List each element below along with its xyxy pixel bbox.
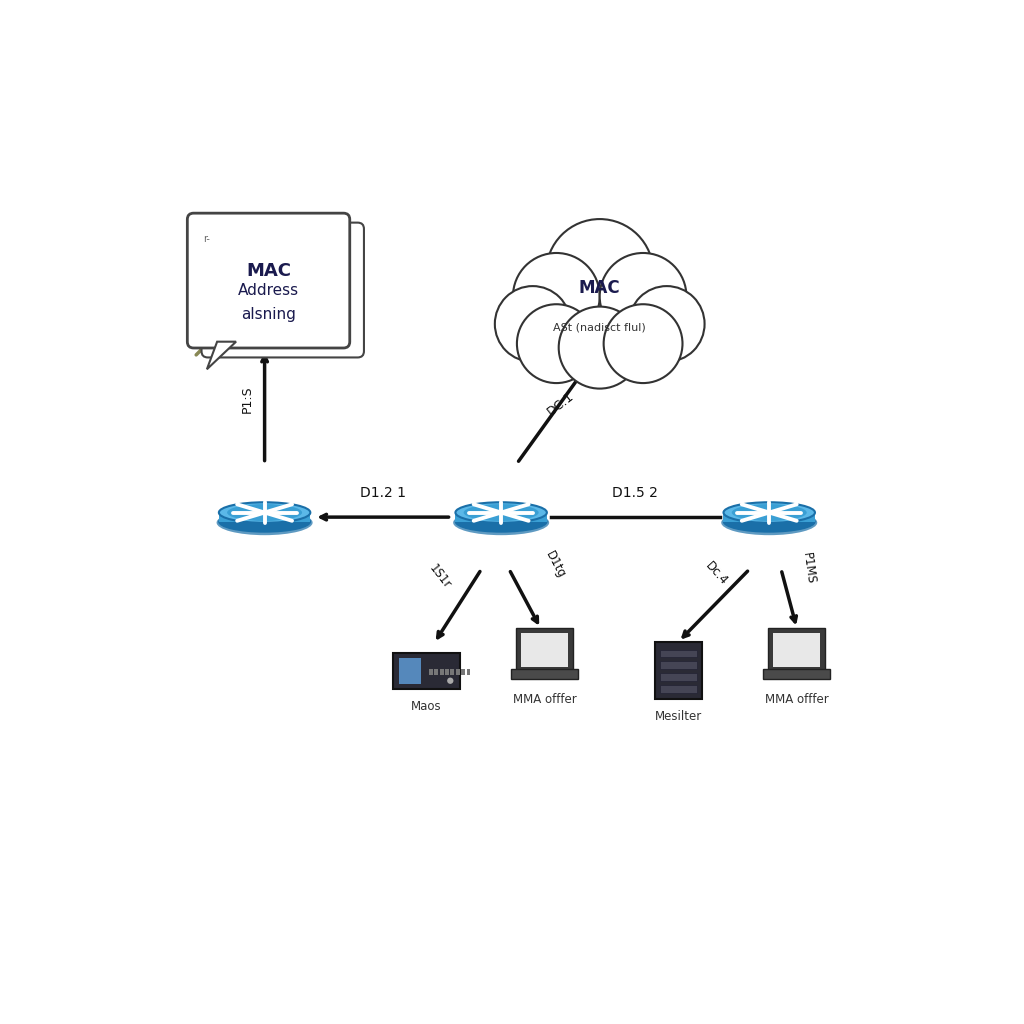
Text: ASt (nadisct flul): ASt (nadisct flul) bbox=[553, 323, 646, 333]
Text: D1tg: D1tg bbox=[543, 549, 567, 581]
Circle shape bbox=[495, 286, 570, 361]
Ellipse shape bbox=[456, 502, 547, 523]
Ellipse shape bbox=[227, 504, 302, 521]
Polygon shape bbox=[511, 670, 578, 679]
Bar bbox=[461, 669, 465, 675]
Bar bbox=[429, 669, 433, 675]
Text: D1.5 2: D1.5 2 bbox=[612, 485, 658, 500]
Ellipse shape bbox=[724, 511, 815, 532]
Polygon shape bbox=[768, 629, 825, 672]
Text: Maos: Maos bbox=[411, 699, 441, 713]
Circle shape bbox=[604, 304, 683, 383]
Polygon shape bbox=[521, 633, 568, 667]
Circle shape bbox=[517, 304, 596, 383]
Bar bbox=[467, 669, 470, 675]
Text: alsning: alsning bbox=[241, 307, 296, 323]
Text: MAC: MAC bbox=[246, 262, 291, 280]
Ellipse shape bbox=[217, 510, 312, 536]
Polygon shape bbox=[724, 513, 815, 521]
Text: P1:S: P1:S bbox=[241, 385, 254, 413]
Polygon shape bbox=[207, 342, 237, 370]
Text: D1.2 1: D1.2 1 bbox=[359, 485, 406, 500]
Polygon shape bbox=[399, 657, 421, 684]
Ellipse shape bbox=[724, 502, 815, 523]
Text: MMA offfer: MMA offfer bbox=[765, 693, 828, 706]
Circle shape bbox=[513, 253, 600, 340]
Bar bbox=[445, 669, 450, 675]
Polygon shape bbox=[393, 653, 460, 688]
Polygon shape bbox=[763, 670, 830, 679]
Polygon shape bbox=[456, 513, 547, 521]
Bar bbox=[660, 685, 696, 693]
Bar bbox=[451, 669, 455, 675]
Ellipse shape bbox=[464, 504, 539, 521]
Text: MAC: MAC bbox=[579, 280, 621, 297]
Text: Address: Address bbox=[238, 283, 299, 298]
Polygon shape bbox=[655, 642, 702, 699]
Text: Mesilter: Mesilter bbox=[655, 711, 702, 723]
Bar bbox=[456, 669, 460, 675]
Bar bbox=[660, 662, 696, 670]
Text: P1MS: P1MS bbox=[801, 552, 818, 586]
Bar bbox=[434, 669, 438, 675]
Polygon shape bbox=[773, 633, 820, 667]
Circle shape bbox=[559, 306, 641, 388]
FancyBboxPatch shape bbox=[202, 222, 364, 357]
Ellipse shape bbox=[454, 510, 549, 536]
Bar bbox=[660, 649, 696, 657]
Polygon shape bbox=[516, 629, 572, 672]
Ellipse shape bbox=[456, 511, 547, 532]
Text: MMA offfer: MMA offfer bbox=[513, 693, 577, 706]
Circle shape bbox=[629, 286, 705, 361]
Text: DC.1: DC.1 bbox=[545, 390, 577, 419]
Circle shape bbox=[447, 678, 454, 684]
Bar bbox=[439, 669, 443, 675]
Ellipse shape bbox=[732, 504, 807, 521]
Ellipse shape bbox=[721, 510, 817, 536]
Bar bbox=[660, 673, 696, 681]
Ellipse shape bbox=[219, 502, 310, 523]
Circle shape bbox=[546, 219, 653, 327]
Ellipse shape bbox=[219, 511, 310, 532]
Text: r-: r- bbox=[203, 233, 210, 244]
Text: 1S1r: 1S1r bbox=[426, 561, 454, 591]
Text: Dc.4: Dc.4 bbox=[702, 559, 730, 588]
FancyBboxPatch shape bbox=[187, 213, 350, 348]
Polygon shape bbox=[219, 513, 310, 521]
Circle shape bbox=[600, 253, 686, 340]
